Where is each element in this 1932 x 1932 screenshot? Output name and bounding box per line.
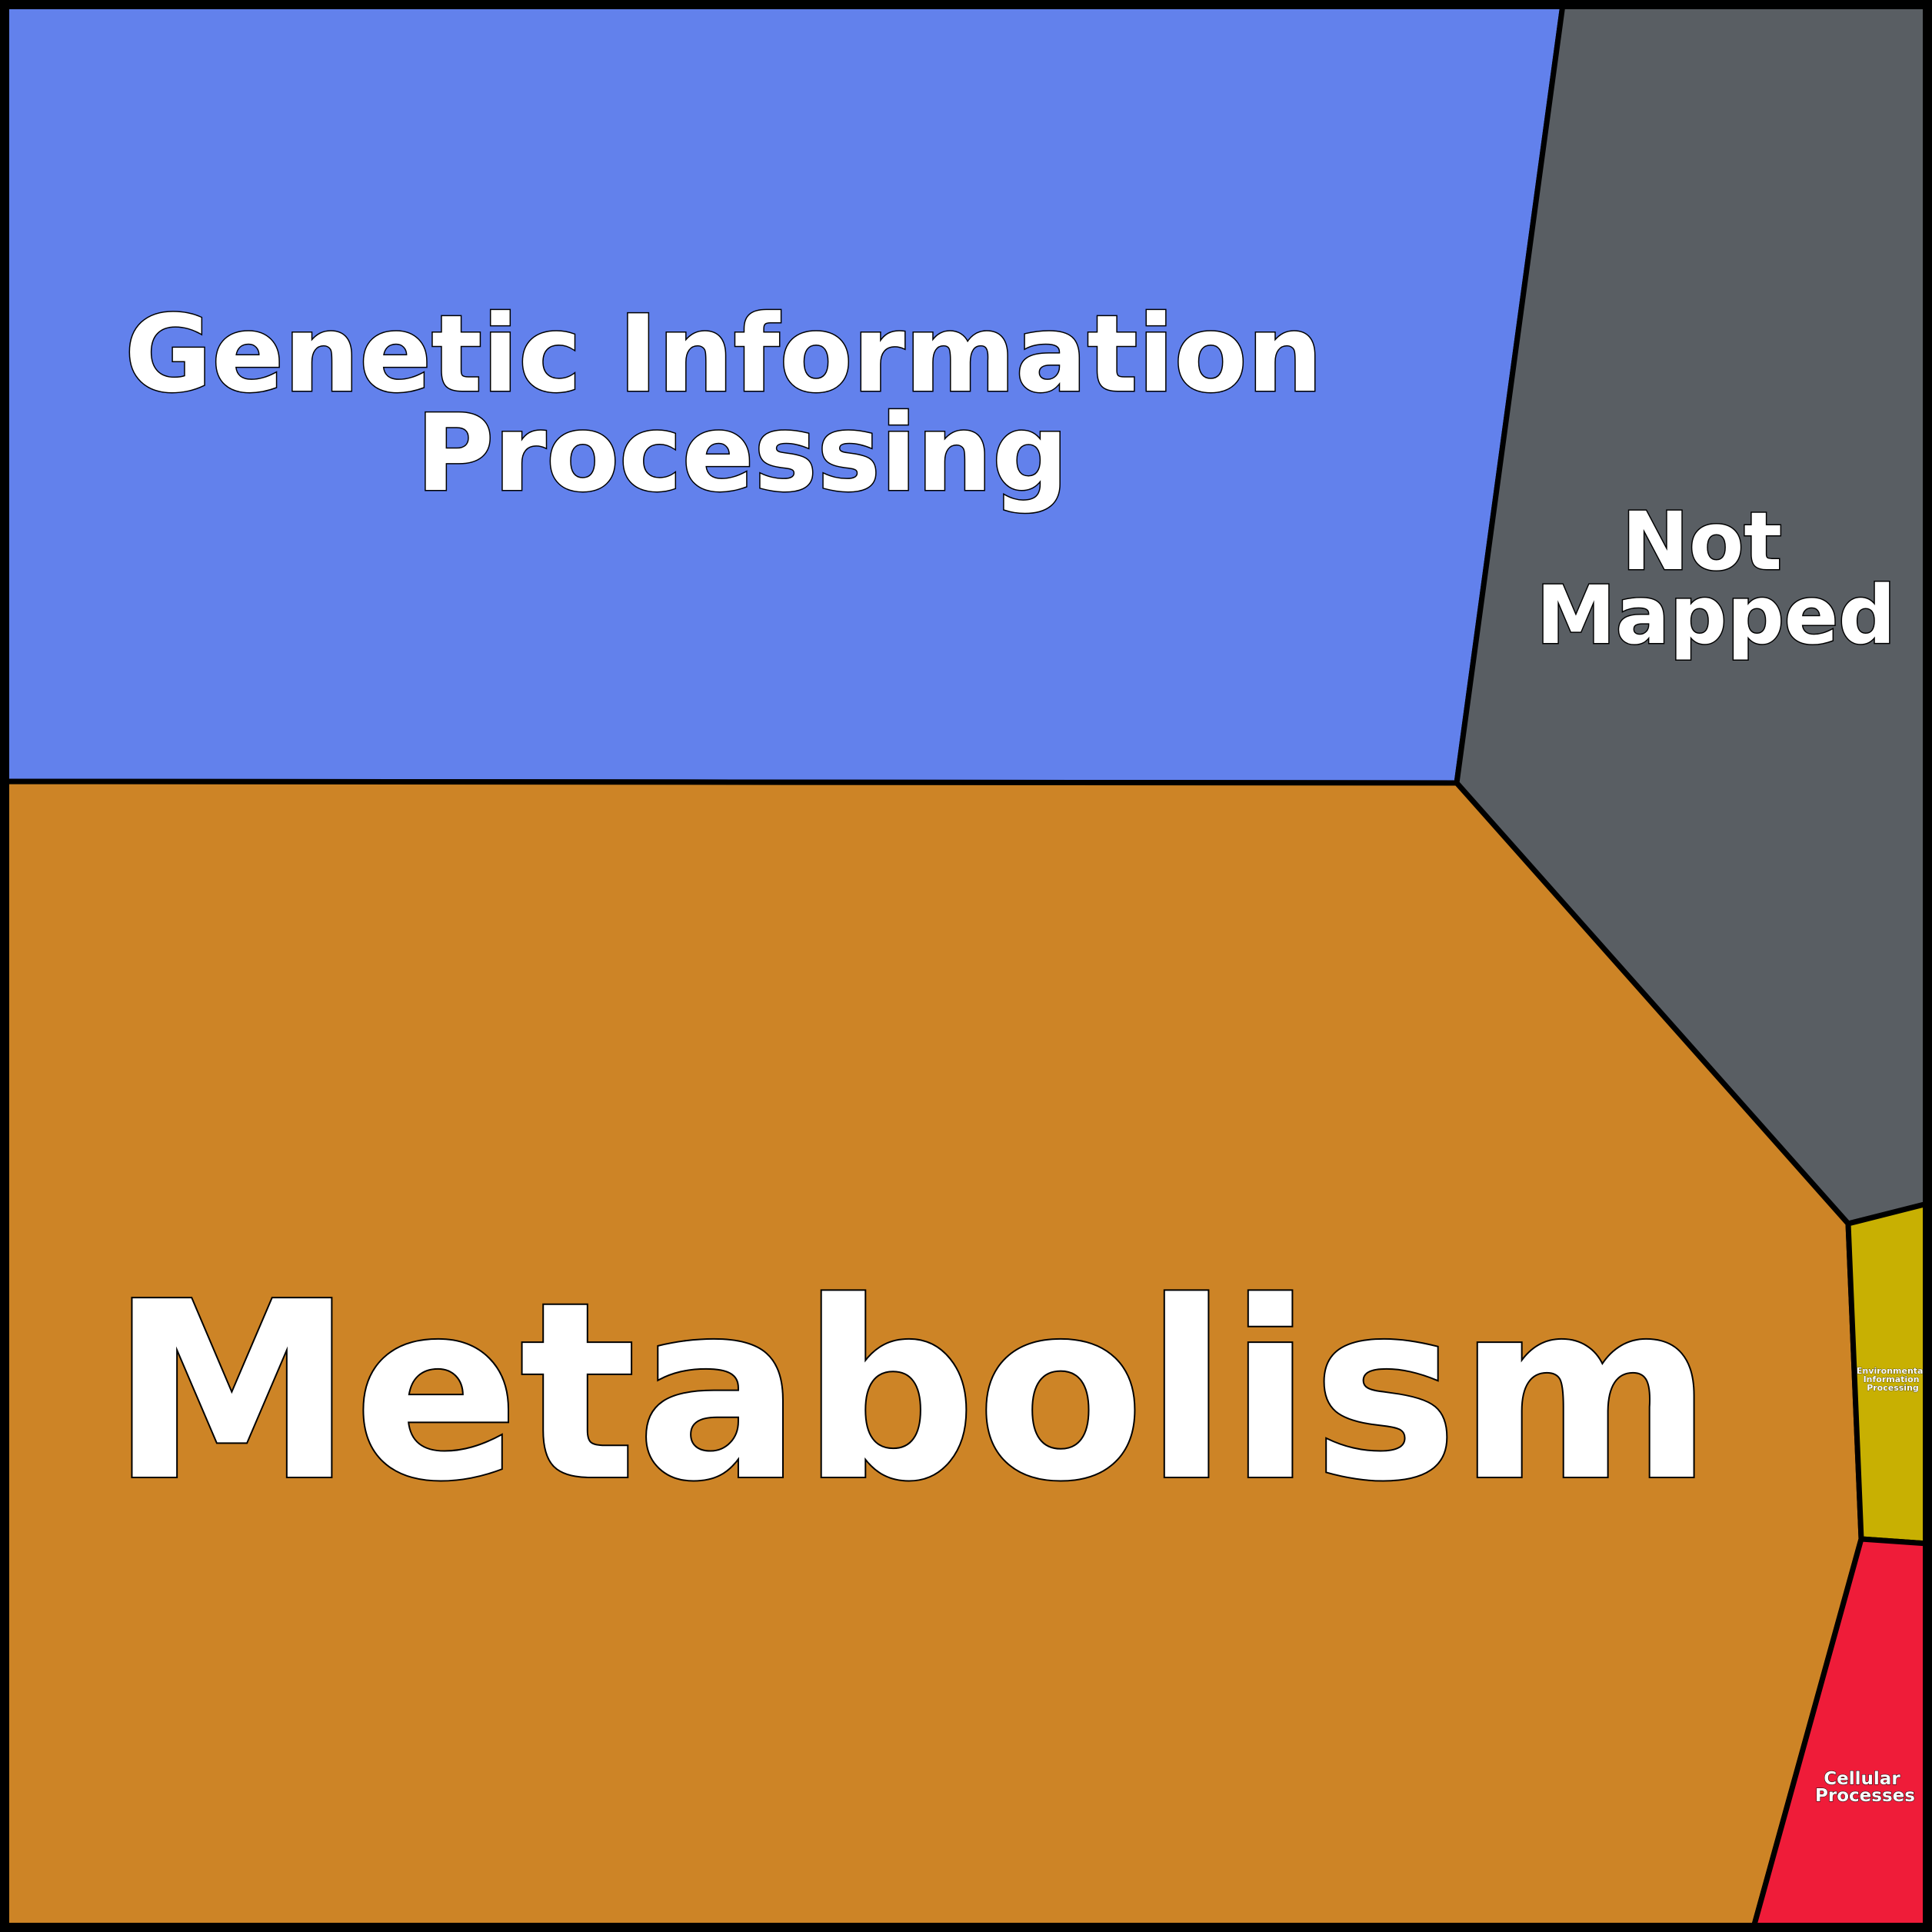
not-mapped-label: Not Mapped	[1536, 495, 1896, 662]
metabolism-label: Metabolism	[110, 1250, 1712, 1534]
environmental-information-processing-label: Environmental Information Processing	[1857, 1366, 1929, 1393]
genetic-information-processing-label: Genetic Information Processing	[125, 292, 1360, 515]
cellular-processes-label: Cellular Processes	[1815, 1769, 1915, 1806]
